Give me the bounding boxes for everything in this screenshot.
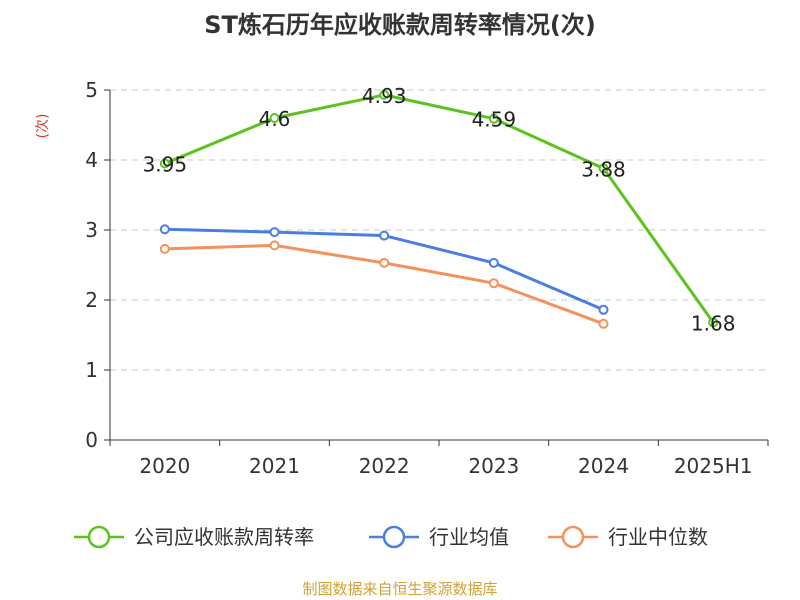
series-0-point-2020 [159,158,170,169]
y-tick-label-3: 3 [85,218,98,242]
series-0-point-2024 [598,163,609,174]
y-tick-label-2: 2 [85,288,98,312]
series-line-2 [164,243,605,326]
series-2-point-2020 [159,243,170,254]
data-label-2021: 4.6 [259,107,291,131]
data-label-2022: 4.93 [362,84,407,108]
legend-label-2: 行业中位数 [608,525,708,549]
y-tick-label-5: 5 [85,78,98,102]
data-labels: 3.95 4.6 4.93 4.59 3.88 1.68 [143,84,736,335]
data-label-2025H1: 1.68 [691,311,736,335]
data-label-2023: 4.59 [472,108,517,132]
legend-label-1: 行业均值 [429,525,509,549]
x-tick-label-2021: 2021 [249,454,300,478]
series-group [159,89,719,329]
data-label-2020: 3.95 [143,153,188,177]
axes: 0 1 2 3 4 5 2020 2021 2022 2023 2024 2025H1 [85,78,769,478]
legend-marker-1 [382,525,406,549]
chart-title: ST炼石历年应收账款周转率情况(次) [204,11,596,39]
series-1-point-2021 [269,227,280,238]
legend: 公司应收账款周转率 行业均值 行业中位数 [74,525,708,549]
y-axis-label: (次) [35,114,51,139]
x-tick-label-2024: 2024 [578,454,629,478]
series-1-point-2023 [488,257,499,268]
series-2-point-2023 [488,278,499,289]
series-0-point-2023 [488,113,499,124]
series-line-1 [164,227,605,312]
legend-label-0: 公司应收账款周转率 [134,525,314,549]
y-tick-label-0: 0 [85,428,98,452]
y-tick-label-1: 1 [85,358,98,382]
series-1-point-2024 [598,304,609,315]
series-2-point-2021 [269,240,280,251]
y-tick-label-4: 4 [85,148,98,172]
series-0-point-2025H1 [708,317,719,328]
series-1-point-2020 [159,224,170,235]
x-tick-label-2022: 2022 [359,454,410,478]
series-2-point-2024 [598,318,609,329]
data-label-2024: 3.88 [581,157,626,181]
series-2-point-2022 [379,257,390,268]
series-0-point-2021 [269,113,280,123]
legend-marker-0 [87,525,111,549]
x-tick-label-2025H1: 2025H1 [674,454,753,478]
series-0-point-2022 [379,89,390,100]
x-tick-label-2020: 2020 [139,454,190,478]
x-tick-label-2023: 2023 [468,454,519,478]
series-1-point-2022 [379,230,390,241]
legend-marker-2 [561,525,585,549]
series-line-0 [164,93,715,324]
source-note: 制图数据来自恒生聚源数据库 [302,580,497,598]
